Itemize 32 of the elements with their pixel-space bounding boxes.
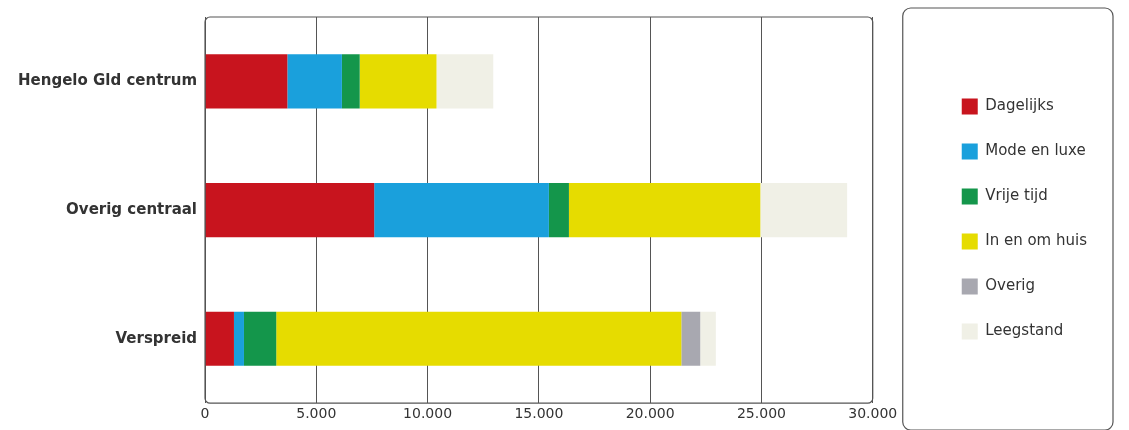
bar xyxy=(276,311,682,366)
legend-label: Vrije tijd xyxy=(985,186,1048,205)
legend-label: Leegstand xyxy=(985,321,1064,340)
x-tick-label: 10.000 xyxy=(403,405,453,422)
y-tick-label: Hengelo Gld centrum xyxy=(17,71,198,90)
bar xyxy=(243,311,277,366)
bar xyxy=(287,54,342,109)
x-tick-label: 30.000 xyxy=(848,405,898,422)
legend-label: Mode en luxe xyxy=(985,141,1086,160)
bar xyxy=(233,311,244,366)
bar xyxy=(205,183,375,238)
legend-label: Overig xyxy=(985,276,1036,295)
bar xyxy=(436,54,494,109)
bar xyxy=(548,183,569,238)
x-tick-label: 0 xyxy=(200,405,210,422)
bar xyxy=(681,311,701,366)
bar xyxy=(341,54,360,109)
bar xyxy=(568,183,761,238)
bar xyxy=(205,311,234,366)
legend-label: Dagelijks xyxy=(985,96,1054,115)
y-tick-label: Overig centraal xyxy=(66,199,198,218)
bar xyxy=(700,311,716,366)
x-tick-label: 5.000 xyxy=(296,405,337,422)
bar xyxy=(205,54,288,109)
legend-label: In en om huis xyxy=(985,231,1088,250)
x-tick-label: 15.000 xyxy=(514,405,564,422)
bar xyxy=(359,54,437,109)
x-tick-label: 25.000 xyxy=(736,405,786,422)
x-tick-label: 20.000 xyxy=(625,405,675,422)
y-tick-label: Verspreid xyxy=(115,328,198,347)
bar xyxy=(374,183,549,238)
bar xyxy=(760,183,848,238)
